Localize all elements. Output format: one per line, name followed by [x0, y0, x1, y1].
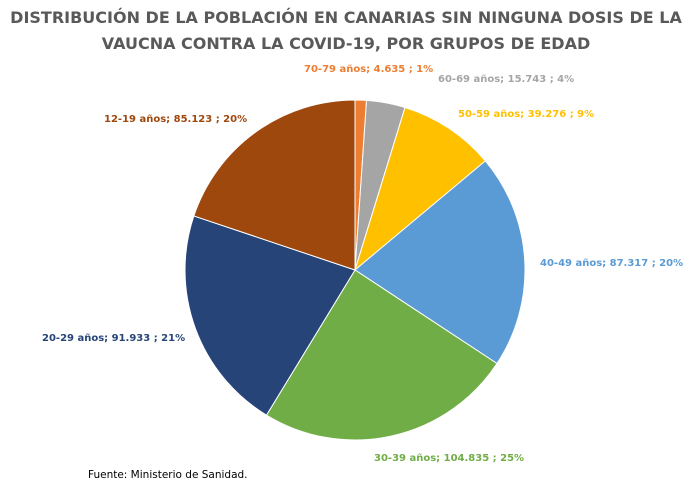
data-label-50-59: 50-59 años; 39.276 ; 9%	[458, 109, 594, 120]
chart-title-line-1: DISTRIBUCIÓN DE LA POBLACIÓN EN CANARIAS…	[10, 8, 682, 27]
data-label-70-79: 70-79 años; 4.635 ; 1%	[304, 64, 433, 75]
data-label-60-69: 60-69 años; 15.743 ; 4%	[438, 74, 574, 85]
pie-slice-12-19	[193, 99, 356, 271]
chart-title-line-2: VAUCNA CONTRA LA COVID-19, POR GRUPOS DE…	[101, 34, 591, 53]
pie-slice-30-39	[265, 269, 498, 441]
pie-slice-20-29	[184, 215, 356, 416]
data-label-30-39: 30-39 años; 104.835 ; 25%	[374, 453, 524, 464]
data-label-40-49: 40-49 años; 87.317 ; 20%	[540, 258, 683, 269]
data-label-20-29: 20-29 años; 91.933 ; 21%	[42, 333, 185, 344]
source-note: Fuente: Ministerio de Sanidad.	[88, 469, 248, 481]
data-label-12-19: 12-19 años; 85.123 ; 20%	[104, 114, 247, 125]
pie-slice-40-49	[354, 160, 526, 365]
pie-slice-50-59	[354, 106, 487, 272]
